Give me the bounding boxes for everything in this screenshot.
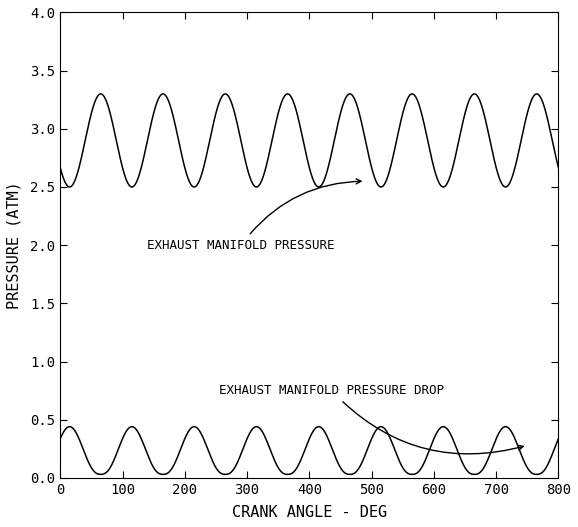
Y-axis label: PRESSURE (ATM): PRESSURE (ATM) xyxy=(7,181,22,309)
X-axis label: CRANK ANGLE - DEG: CRANK ANGLE - DEG xyxy=(232,505,387,520)
Text: EXHAUST MANIFOLD PRESSURE DROP: EXHAUST MANIFOLD PRESSURE DROP xyxy=(219,384,523,454)
Text: EXHAUST MANIFOLD PRESSURE: EXHAUST MANIFOLD PRESSURE xyxy=(147,179,361,252)
